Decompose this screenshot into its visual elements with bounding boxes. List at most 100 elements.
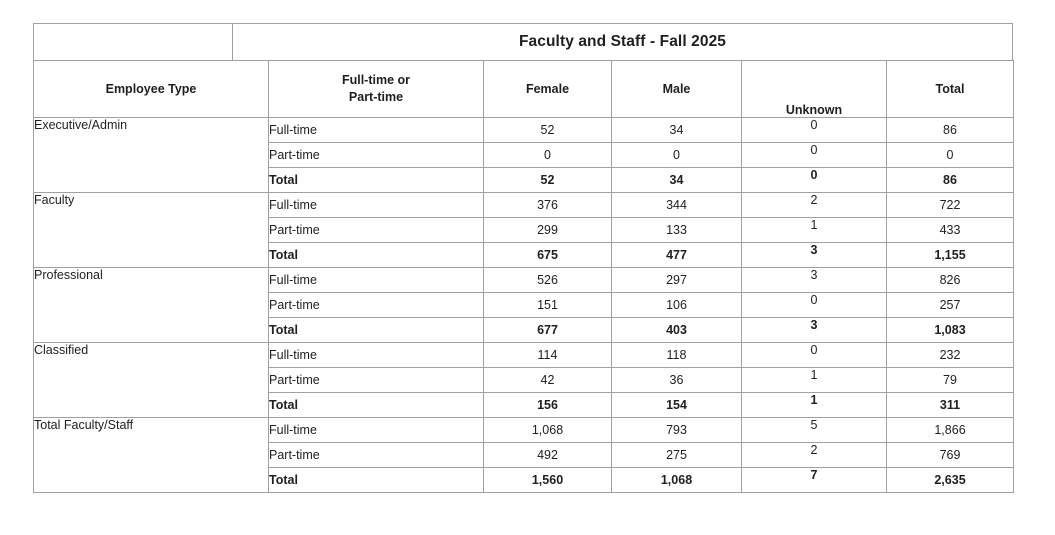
col-header-male: Male (611, 60, 742, 118)
total-cell: 1,866 (886, 417, 1014, 443)
row-label-cell: Full-time (268, 192, 484, 218)
unknown-cell: 1 (741, 217, 887, 243)
table-row: Part-time 151 106 0 257 (34, 292, 1014, 318)
male-cell: 477 (611, 242, 742, 268)
total-cell: 232 (886, 342, 1014, 368)
female-cell: 1,068 (483, 417, 612, 443)
col-header-female: Female (483, 60, 612, 118)
table-row: Professional Full-time 526 297 3 826 (33, 267, 1014, 343)
male-cell: 403 (611, 317, 742, 343)
unknown-cell: 3 (741, 317, 887, 343)
row-label-cell: Total (268, 167, 484, 193)
total-cell: 722 (886, 192, 1014, 218)
total-row: Total 156 154 1 311 (34, 392, 1014, 418)
female-cell: 42 (483, 367, 612, 393)
male-cell: 344 (611, 192, 742, 218)
unknown-cell: 0 (741, 292, 887, 318)
female-cell: 52 (483, 117, 612, 143)
male-cell: 133 (611, 217, 742, 243)
male-cell: 106 (611, 292, 742, 318)
total-row: Total 1,560 1,068 7 2,635 (34, 467, 1014, 493)
faculty-staff-table: Faculty and Staff - Fall 2025 Employee T… (33, 23, 1014, 493)
row-label-cell: Part-time (268, 367, 484, 393)
unknown-cell: 0 (741, 342, 887, 368)
unknown-cell: 3 (741, 242, 887, 268)
male-cell: 0 (611, 142, 742, 168)
row-label-cell: Total (268, 467, 484, 493)
female-cell: 114 (483, 342, 612, 368)
total-cell: 2,635 (886, 467, 1014, 493)
female-cell: 677 (483, 317, 612, 343)
total-cell: 1,083 (886, 317, 1014, 343)
male-cell: 34 (611, 117, 742, 143)
female-cell: 675 (483, 242, 612, 268)
row-label-cell: Part-time (268, 442, 484, 468)
total-row: Total 52 34 0 86 (34, 167, 1014, 193)
employee-type-cell: Classified (33, 342, 269, 418)
table-row: Executive/Admin Full-time 52 34 0 86 (33, 117, 1014, 193)
row-label-cell: Part-time (268, 217, 484, 243)
row-label-cell: Part-time (268, 142, 484, 168)
col-header-ft-pt: Full-time or Part-time (268, 60, 484, 118)
total-cell: 86 (886, 117, 1014, 143)
row-label-cell: Full-time (268, 417, 484, 443)
employee-type-cell: Faculty (33, 192, 269, 268)
table-row: Faculty Full-time 376 344 2 722 (33, 192, 1014, 268)
table-row: Total Faculty/Staff Full-time 1,068 793 5 1,8… (33, 417, 1014, 493)
row-label-cell: Total (268, 392, 484, 418)
unknown-cell: 2 (741, 442, 887, 468)
total-row: Total 677 403 3 1,083 (34, 317, 1014, 343)
male-cell: 118 (611, 342, 742, 368)
total-cell: 79 (886, 367, 1014, 393)
total-row: Total 675 477 3 1,155 (34, 242, 1014, 268)
employee-type-cell: Executive/Admin (33, 117, 269, 193)
male-cell: 297 (611, 267, 742, 293)
table-row: Part-time 0 0 0 0 (34, 142, 1014, 168)
unknown-cell: 2 (741, 192, 887, 218)
female-cell: 1,560 (483, 467, 612, 493)
male-cell: 36 (611, 367, 742, 393)
row-label-cell: Full-time (268, 342, 484, 368)
female-cell: 492 (483, 442, 612, 468)
male-cell: 1,068 (611, 467, 742, 493)
unknown-cell: 0 (741, 117, 887, 143)
row-label-cell: Full-time (268, 267, 484, 293)
female-cell: 52 (483, 167, 612, 193)
female-cell: 151 (483, 292, 612, 318)
male-cell: 34 (611, 167, 742, 193)
unknown-cell: 3 (741, 267, 887, 293)
row-label-cell: Full-time (268, 117, 484, 143)
male-cell: 154 (611, 392, 742, 418)
total-cell: 257 (886, 292, 1014, 318)
row-label-cell: Total (268, 317, 484, 343)
title-spacer-cell (34, 24, 233, 60)
col-header-employee-type: Employee Type (33, 60, 269, 118)
male-cell: 793 (611, 417, 742, 443)
row-label-cell: Total (268, 242, 484, 268)
row-label-cell: Part-time (268, 292, 484, 318)
data-grid: Employee Type Full-time or Part-time Fem… (33, 60, 1014, 493)
header-row: Employee Type Full-time or Part-time Fem… (33, 60, 1014, 118)
total-cell: 86 (886, 167, 1014, 193)
total-cell: 311 (886, 392, 1014, 418)
total-cell: 433 (886, 217, 1014, 243)
col-header-unknown: Unknown (741, 60, 887, 118)
table-title: Faculty and Staff - Fall 2025 (518, 33, 727, 50)
title-row: Faculty and Staff - Fall 2025 (33, 23, 1013, 60)
female-cell: 156 (483, 392, 612, 418)
unknown-cell: 1 (741, 392, 887, 418)
total-cell: 826 (886, 267, 1014, 293)
unknown-cell: 1 (741, 367, 887, 393)
male-cell: 275 (611, 442, 742, 468)
employee-type-cell: Total Faculty/Staff (33, 417, 269, 493)
col-header-total: Total (886, 60, 1014, 118)
total-cell: 1,155 (886, 242, 1014, 268)
female-cell: 376 (483, 192, 612, 218)
female-cell: 526 (483, 267, 612, 293)
employee-type-cell: Professional (33, 267, 269, 343)
table-row: Classified Full-time 114 118 0 232 (33, 342, 1014, 418)
unknown-cell: 5 (741, 417, 887, 443)
unknown-cell: 0 (741, 167, 887, 193)
table-row: Part-time 299 133 1 433 (34, 217, 1014, 243)
unknown-cell: 7 (741, 467, 887, 493)
